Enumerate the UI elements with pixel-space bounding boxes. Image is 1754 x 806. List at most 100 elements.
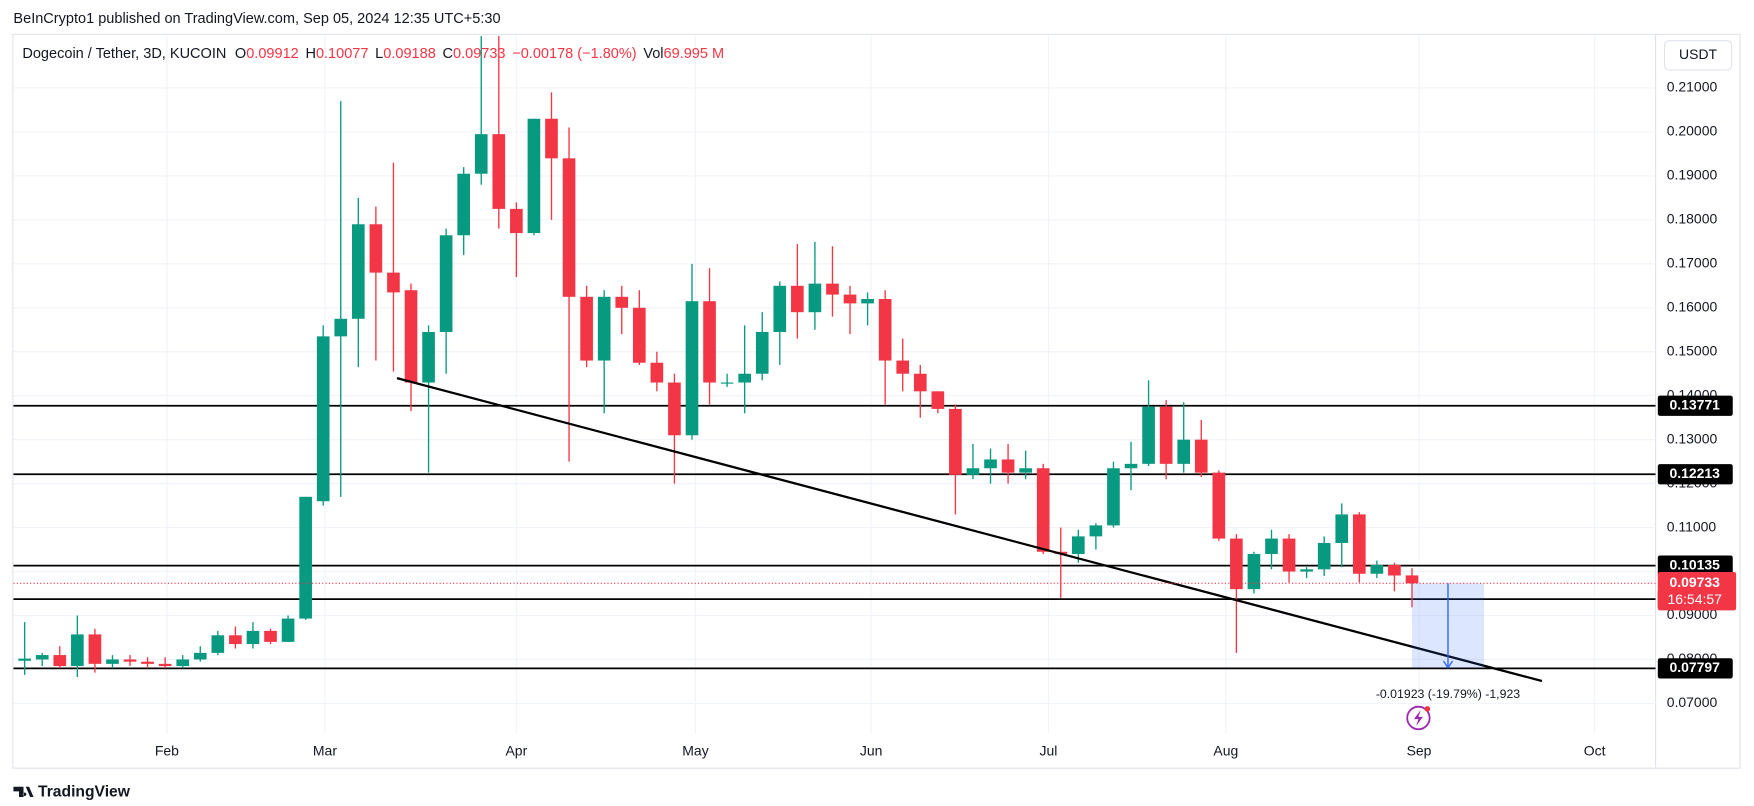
y-tick-label: 0.11000 <box>1667 518 1717 534</box>
ohlc-legend: O0.09912 H0.10077 L0.09188 C0.09733 −0.00178… <box>235 46 724 62</box>
candle-body <box>896 360 910 374</box>
candle-body <box>176 659 190 667</box>
measure-arrowhead <box>1442 660 1454 670</box>
candle-body <box>668 382 681 436</box>
candle-body <box>527 118 541 234</box>
currency: USDT <box>1679 46 1717 62</box>
candle-body <box>1265 538 1278 554</box>
candle-body <box>545 118 558 159</box>
candle-body <box>404 290 418 383</box>
brand-logo <box>13 786 34 797</box>
candle-body <box>510 208 523 234</box>
y-tick-label: 0.21000 <box>1667 79 1718 95</box>
measure-label: -0.01923 (-19.79%) -1,923 <box>1376 687 1520 701</box>
ohlc-key: L <box>375 46 383 62</box>
candle-body <box>1247 553 1261 590</box>
candle-body <box>299 496 312 619</box>
candle-body <box>1405 575 1419 584</box>
chart-frame <box>12 33 1741 769</box>
ohlc-key: H <box>305 46 315 62</box>
candle-body <box>931 391 945 409</box>
candle-body <box>88 634 102 664</box>
y-tick-label: 0.18000 <box>1667 211 1718 227</box>
level-label-box <box>1657 395 1733 416</box>
candle-body <box>141 661 154 664</box>
candle-body <box>352 224 365 319</box>
candle-body <box>211 635 225 653</box>
level-label: 0.10135 <box>1669 556 1720 572</box>
candle-body <box>474 134 488 174</box>
candle-body <box>439 235 453 332</box>
candle-body <box>106 659 119 664</box>
candle-body <box>650 362 664 383</box>
candle-body <box>1370 564 1384 574</box>
candle-body <box>913 373 927 392</box>
y-tick-label: 0.19000 <box>1667 167 1718 183</box>
last-price-label: 0.09733 <box>1669 574 1720 590</box>
candle-body <box>246 630 260 645</box>
candle-body <box>720 382 734 384</box>
candle-body <box>949 408 962 475</box>
candle-body <box>1001 459 1015 473</box>
level-label: 0.13771 <box>1669 396 1720 412</box>
candle-body <box>1019 468 1032 473</box>
legend: Dogecoin / Tether, 3D, KUCOIN O0.09912 H0… <box>22 46 724 62</box>
candle-body <box>632 307 646 363</box>
candle-body <box>1300 569 1313 572</box>
publisher-title: BeInCrypto1 published on TradingView.com… <box>13 11 500 27</box>
x-tick-label: Jul <box>1040 742 1058 758</box>
candle-body <box>123 659 137 662</box>
x-tick-label: May <box>682 742 708 758</box>
ohlc-value: 0.09188 <box>383 46 436 62</box>
level-label: 0.07797 <box>1669 659 1720 675</box>
candle-body <box>1036 468 1050 552</box>
last-price-box <box>1657 571 1737 611</box>
candle-body <box>878 298 892 361</box>
candle-body <box>808 283 822 313</box>
candle-body <box>755 331 769 374</box>
trendline <box>396 377 1543 683</box>
candle-body <box>1159 406 1173 464</box>
candle-body <box>387 272 400 293</box>
x-tick-label: Jun <box>860 742 883 758</box>
plot <box>13 36 1656 683</box>
candle-body <box>826 283 839 295</box>
ohlc-value: 0.09912 <box>246 46 299 62</box>
candle-body <box>1230 538 1243 590</box>
countdown: 16:54:57 <box>1668 591 1723 607</box>
volume-key: Vol <box>643 46 663 62</box>
candle-body <box>843 294 857 304</box>
candle-body <box>597 296 611 361</box>
candle-body <box>1194 439 1208 473</box>
candle-body <box>703 301 716 383</box>
candle-body <box>685 301 699 436</box>
candle-body <box>281 618 295 642</box>
candle-body <box>1107 468 1120 526</box>
x-tick-label: Feb <box>155 742 179 758</box>
symbol: Dogecoin / Tether, 3D, KUCOIN <box>22 46 226 62</box>
candle-body <box>53 655 67 667</box>
candle-body <box>71 634 84 667</box>
overlay: -0.01923 (-19.79%) -1,923 0.13771 0.12213 0… <box>1376 395 1737 701</box>
y-tick-label: 0.20000 <box>1667 123 1718 139</box>
y-tick-label: 0.07000 <box>1667 694 1718 710</box>
y-tick-label: 0.16000 <box>1667 298 1718 314</box>
candle-body <box>562 158 576 297</box>
candle-body <box>773 285 787 332</box>
currency-button[interactable] <box>1663 40 1733 71</box>
candle-body <box>316 336 330 502</box>
candle-body <box>369 224 383 273</box>
candle-body <box>457 173 471 236</box>
candle-body <box>791 285 804 313</box>
candle-body <box>1177 439 1191 464</box>
candle-body <box>1089 525 1103 537</box>
candle-body <box>580 296 593 361</box>
y-tick-label: 0.17000 <box>1667 254 1718 270</box>
candle-body <box>1124 463 1138 469</box>
candle-body <box>1335 514 1349 543</box>
alert-icon <box>1406 705 1431 731</box>
candle-body <box>1352 514 1366 574</box>
candle-body <box>229 635 242 645</box>
candle-body <box>984 459 997 469</box>
